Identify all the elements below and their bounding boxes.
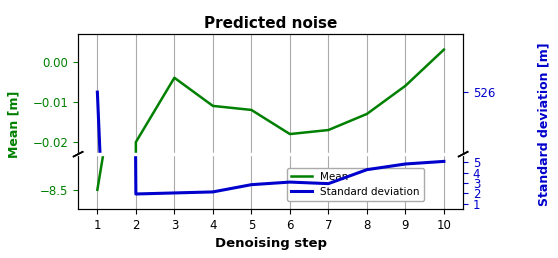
Text: Mean [m]: Mean [m]: [7, 90, 21, 158]
Legend: Mean, Standard deviation: Mean, Standard deviation: [287, 167, 424, 201]
X-axis label: Denoising step: Denoising step: [215, 237, 326, 250]
Title: Predicted noise: Predicted noise: [204, 16, 338, 31]
Text: Standard deviation [m]: Standard deviation [m]: [537, 42, 551, 206]
